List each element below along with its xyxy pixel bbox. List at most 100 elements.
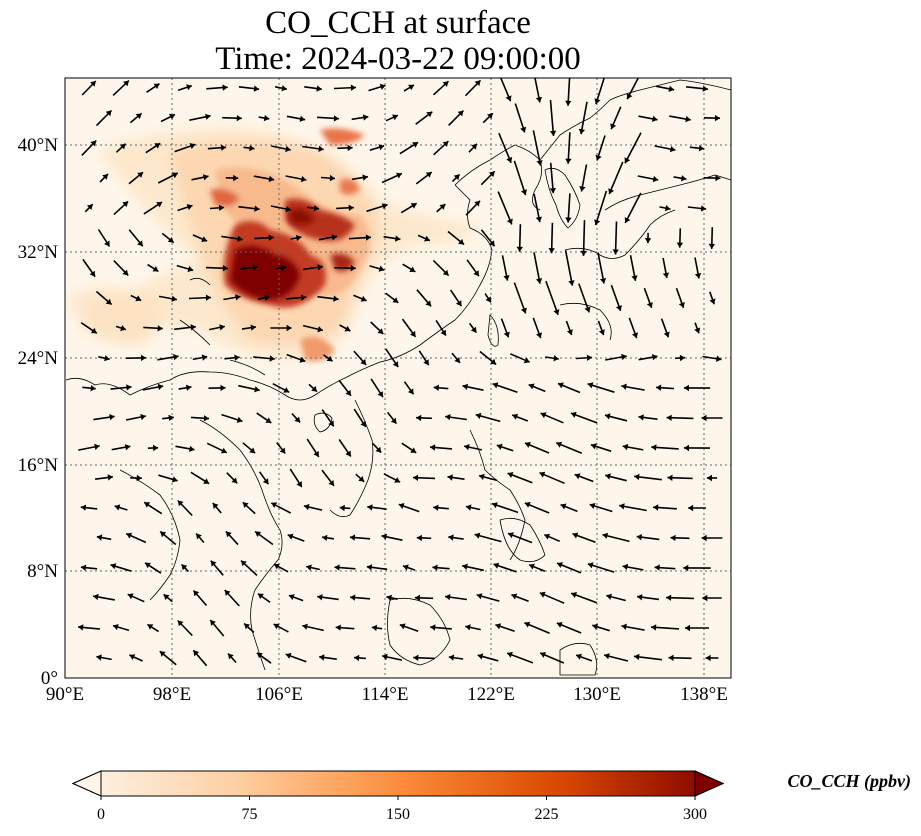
wind-arrow-head <box>350 594 356 601</box>
wind-arrow-head <box>637 594 643 601</box>
wind-arrow-head <box>410 447 417 453</box>
lat-tick-label: 32°N <box>18 242 59 263</box>
wind-arrow-head <box>299 356 306 363</box>
lon-tick-label: 130°E <box>573 684 621 705</box>
wind-arrow-head <box>636 534 642 541</box>
wind-arrow-head <box>524 621 531 628</box>
wind-arrow-head <box>203 415 209 422</box>
wind-arrow-head <box>714 114 720 122</box>
wind-arrow-head <box>89 270 96 277</box>
wind-arrow-head <box>122 201 129 208</box>
wind-arrow-shaft <box>549 100 555 136</box>
wind-arrow-head <box>296 481 302 488</box>
colorbar-label: CO_CCH (ppbv) <box>788 771 912 792</box>
wind-arrow-head <box>457 110 464 117</box>
wind-arrow-head <box>244 623 250 630</box>
wind-arrow-head <box>105 298 112 305</box>
wind-arrow-head <box>233 174 239 182</box>
lon-tick-label: 138°E <box>680 684 728 705</box>
wind-arrow-head <box>520 307 527 314</box>
wind-arrow-head <box>285 652 292 659</box>
wind-arrow-head <box>288 594 295 601</box>
wind-arrow-head <box>78 624 84 631</box>
wind-arrow-head <box>540 652 546 658</box>
wind-arrow-head <box>257 593 264 600</box>
wind-arrow-head <box>185 384 192 391</box>
wind-arrow-head <box>113 624 119 631</box>
wind-arrow-head <box>651 444 657 451</box>
lon-tick-labels: 90°E 98°E 106°E 114°E 122°E 130°E 138°E <box>46 684 728 705</box>
wind-arrow-head <box>285 205 291 213</box>
wind-arrow-head <box>430 624 436 631</box>
wind-arrow-head <box>678 302 685 308</box>
wind-arrow-head <box>362 174 368 181</box>
wind-arrow-head <box>186 84 192 91</box>
wind-arrow-shaft <box>578 283 590 313</box>
wind-arrow-head <box>492 382 499 389</box>
wind-arrow-head <box>90 385 96 392</box>
wind-arrow-shaft <box>545 280 559 316</box>
wind-arrow-head <box>189 143 196 150</box>
wind-arrow-head <box>606 593 612 600</box>
wind-arrow-head <box>708 243 715 249</box>
wind-arrow-head <box>96 534 103 541</box>
wind-arrow-head <box>688 504 694 512</box>
lat-tick-label: 8°N <box>27 561 58 582</box>
wind-arrow-head <box>193 590 200 597</box>
wind-arrow-head <box>122 269 129 276</box>
wind-arrow-head <box>93 593 99 601</box>
wind-arrow-head <box>360 359 367 365</box>
wind-arrow-head <box>193 650 200 657</box>
wind-arrow-head <box>666 594 672 601</box>
wind-arrow-head <box>676 242 684 248</box>
wind-arrow-head <box>507 651 513 658</box>
wind-arrow-head <box>634 653 640 661</box>
wind-arrow-head <box>414 594 420 601</box>
wind-arrow-head <box>177 620 184 627</box>
wind-arrow-head <box>381 203 388 210</box>
wind-arrow-head <box>171 295 177 302</box>
wind-arrow-head <box>594 219 601 225</box>
wind-arrow-head <box>104 355 110 362</box>
wind-arrow-head <box>252 264 259 271</box>
wind-arrow-shaft <box>582 220 586 256</box>
wind-arrow-head <box>408 84 414 91</box>
wind-arrow-shaft <box>608 161 624 195</box>
wind-arrow-head <box>493 562 500 569</box>
lon-tick-label: 90°E <box>46 684 84 705</box>
wind-arrow-head <box>322 534 328 541</box>
wind-arrow-head <box>339 504 345 512</box>
wind-arrow-head <box>157 325 163 332</box>
wind-arrow-head <box>294 416 301 423</box>
wind-arrow-head <box>652 115 658 122</box>
wind-arrow-head <box>228 653 234 660</box>
wind-arrow-head <box>105 110 112 117</box>
wind-arrow-head <box>548 248 555 254</box>
wind-arrow-head <box>375 446 382 453</box>
wind-arrow-head <box>576 653 582 660</box>
wind-arrow-head <box>656 384 662 391</box>
wind-arrow-head <box>454 357 460 363</box>
wind-arrow-head <box>262 478 269 485</box>
wind-arrow-head <box>90 327 97 334</box>
wind-arrow-head <box>558 382 564 389</box>
wind-arrow-head <box>379 83 386 90</box>
wind-arrow-head <box>235 294 241 301</box>
wind-arrow-head <box>474 200 480 207</box>
wind-arrow-head <box>409 266 416 272</box>
concentration-field <box>66 127 480 362</box>
wind-arrow-head <box>631 275 638 281</box>
wind-arrow-head <box>318 145 324 152</box>
wind-arrow-head <box>702 594 708 602</box>
wind-arrow-head <box>503 331 510 338</box>
wind-arrow-head <box>584 306 591 313</box>
coastlines <box>65 79 731 676</box>
wind-arrow-head <box>706 474 712 482</box>
wind-arrow-head <box>476 593 483 600</box>
wind-arrow-head <box>694 327 701 334</box>
wind-arrow-head <box>285 145 291 153</box>
wind-arrow-head <box>311 385 317 392</box>
wind-arrow-head <box>237 235 243 242</box>
wind-arrow-head <box>574 473 581 480</box>
wind-arrow-head <box>220 384 226 392</box>
